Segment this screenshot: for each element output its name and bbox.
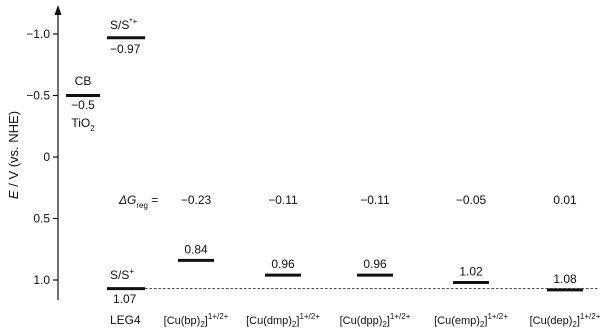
mediator-name-sub: 2 bbox=[572, 320, 577, 329]
delta-g-value: 0.01 bbox=[553, 193, 577, 207]
tio2-label-main: TiO bbox=[71, 116, 90, 130]
delta-g-label: ΔGreg = bbox=[118, 193, 158, 210]
mediator-name-sub: 2 bbox=[200, 320, 205, 329]
y-axis-label-symbol: E bbox=[6, 190, 21, 199]
mediator-name: [Cu(dpp)2]1+/2+ bbox=[340, 312, 411, 329]
y-axis-label-unit: / V (vs. NHE) bbox=[6, 111, 21, 190]
mediator-name-sub: 2 bbox=[480, 320, 485, 329]
mediator-potential-label: 0.96 bbox=[271, 257, 295, 271]
mediator-name-close: ] bbox=[205, 315, 208, 327]
mediator-name: [Cu(bp)2]1+/2+ bbox=[164, 312, 229, 329]
y-axis-arrow bbox=[54, 5, 62, 15]
tio2-cb-label: CB bbox=[75, 74, 92, 88]
mediator-group: 0.01 1.08 [Cu(dep)2]1+/2+ bbox=[530, 193, 601, 329]
dye-excited-label: S/S*+ bbox=[110, 17, 137, 32]
y-axis: −1.0 −0.5 0 0.5 1.0 E / V (vs. NHE) bbox=[6, 5, 62, 300]
dye-excited-label-sup: *+ bbox=[129, 17, 137, 26]
mediator-name-main: [Cu(bp) bbox=[164, 315, 201, 327]
delta-g-value: −0.05 bbox=[456, 193, 487, 207]
mediator-name-sup: 1+/2+ bbox=[208, 312, 229, 321]
mediator-name-close: ] bbox=[577, 315, 580, 327]
y-tick-label: 0.5 bbox=[33, 212, 50, 226]
delta-g-eq: = bbox=[148, 193, 158, 207]
dye-name: LEG4 bbox=[110, 313, 141, 327]
mediator-group: −0.11 0.96 [Cu(dpp)2]1+/2+ bbox=[340, 193, 411, 329]
dye-ground-label: S/S+ bbox=[110, 267, 134, 282]
mediator-potential-label: 1.08 bbox=[553, 272, 577, 286]
delta-g-label-text: ΔGreg = bbox=[118, 193, 158, 210]
mediator-group: −0.11 0.96 [Cu(dmp)2]1+/2+ bbox=[246, 193, 320, 329]
dye-excited-value: −0.97 bbox=[110, 42, 141, 56]
y-axis-ticks: −1.0 −0.5 0 0.5 1.0 bbox=[26, 27, 58, 287]
tio2-label: TiO2 bbox=[71, 116, 95, 133]
delta-g-value: −0.11 bbox=[360, 193, 390, 207]
delta-g-sub: reg bbox=[136, 201, 148, 210]
y-axis-label: E / V (vs. NHE) bbox=[6, 111, 21, 199]
mediator-name-close: ] bbox=[387, 315, 390, 327]
mediator-name-main: [Cu(dep) bbox=[530, 315, 573, 327]
mediator-name: [Cu(emp)2]1+/2+ bbox=[434, 312, 508, 329]
dye-ground-value: 1.07 bbox=[113, 292, 137, 306]
delta-g-value: −0.23 bbox=[181, 193, 212, 207]
dye-ground-label-main: S/S bbox=[110, 268, 129, 282]
mediator-name: [Cu(dep)2]1+/2+ bbox=[530, 312, 601, 329]
mediator-levels: −0.230.84[Cu(bp)2]1+/2+−0.110.96[Cu(dmp)… bbox=[164, 193, 601, 329]
mediator-name-sup: 1+/2+ bbox=[487, 312, 508, 321]
mediator-name-sub: 2 bbox=[292, 320, 297, 329]
mediator-group: −0.23 0.84 [Cu(bp)2]1+/2+ bbox=[164, 193, 229, 329]
mediator-name-main: [Cu(emp) bbox=[434, 315, 480, 327]
mediator-potential-label: 1.02 bbox=[459, 264, 483, 278]
mediator-name-sup: 1+/2+ bbox=[390, 312, 411, 321]
dye-excited-label-main: S/S bbox=[110, 18, 129, 32]
mediator-group: −0.05 1.02 [Cu(emp)2]1+/2+ bbox=[434, 193, 508, 329]
mediator-name-sup: 1+/2+ bbox=[580, 312, 601, 321]
tio2-label-sub: 2 bbox=[90, 124, 95, 133]
mediator-name-sup: 1+/2+ bbox=[299, 312, 320, 321]
y-tick-label: −0.5 bbox=[26, 89, 50, 103]
mediator-potential-label: 0.96 bbox=[363, 257, 387, 271]
mediator-potential-label: 0.84 bbox=[184, 242, 208, 256]
tio2-cb-level: CB −0.5 TiO2 bbox=[66, 74, 100, 133]
tio2-cb-value: −0.5 bbox=[71, 98, 95, 112]
mediator-name-main: [Cu(dpp) bbox=[340, 315, 383, 327]
mediator-name: [Cu(dmp)2]1+/2+ bbox=[246, 312, 320, 329]
dye-ground-level: S/S+ 1.07 LEG4 bbox=[107, 267, 598, 327]
mediator-name-close: ] bbox=[484, 315, 487, 327]
y-tick-label: 0 bbox=[43, 150, 50, 164]
mediator-name-sub: 2 bbox=[382, 320, 387, 329]
delta-g-value: −0.11 bbox=[268, 193, 298, 207]
dye-ground-label-sup: + bbox=[129, 267, 134, 276]
y-tick-label: −1.0 bbox=[26, 27, 50, 41]
mediator-name-main: [Cu(dmp) bbox=[246, 315, 292, 327]
mediator-name-close: ] bbox=[296, 315, 299, 327]
delta-g-symbol: ΔG bbox=[118, 193, 136, 207]
dye-excited-level: S/S*+ −0.97 bbox=[107, 17, 145, 56]
y-tick-label: 1.0 bbox=[33, 273, 50, 287]
